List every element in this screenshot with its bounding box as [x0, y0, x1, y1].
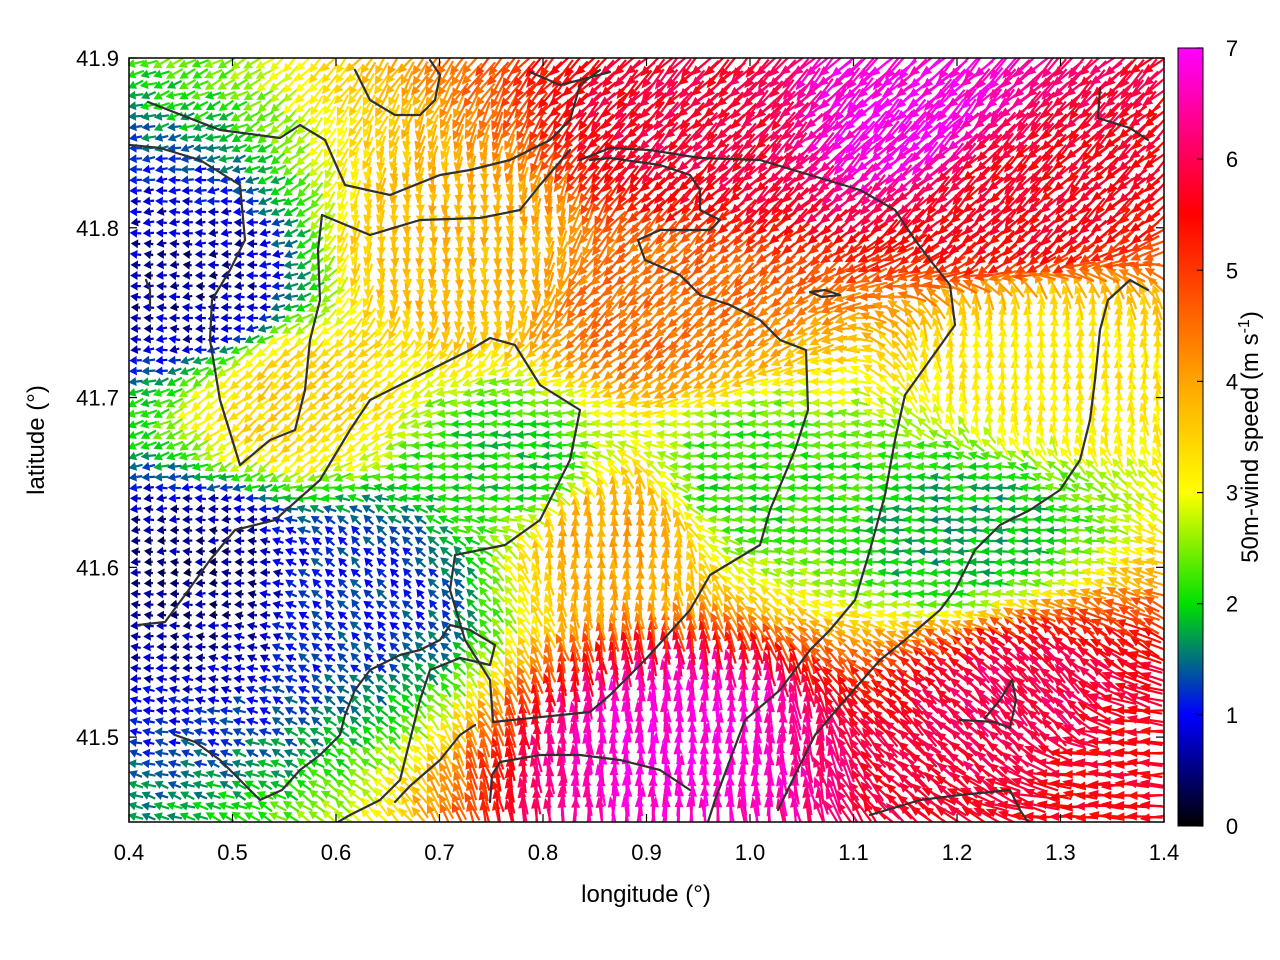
wind-arrow-shaft: [149, 806, 156, 807]
wind-arrow-shaft: [267, 659, 270, 661]
wind-arrow-shaft: [150, 753, 155, 754]
wind-arrow-shaft: [228, 690, 231, 691]
wind-arrow-shaft: [215, 679, 218, 680]
wind-arrow-shaft: [280, 637, 283, 639]
wind-arrow-shaft: [241, 668, 245, 669]
wind-arrow-shaft: [240, 722, 245, 723]
wind-arrow-shaft: [241, 690, 245, 691]
wind-arrow-shaft: [162, 722, 167, 723]
wind-arrow-shaft: [267, 648, 270, 649]
wind-arrow-shaft: [215, 658, 218, 659]
wind-arrow-shaft: [202, 701, 205, 702]
wind-arrow-shaft: [1150, 752, 1175, 753]
wind-arrow-shaft: [201, 690, 206, 691]
wind-arrow-shaft: [138, 647, 141, 648]
wind-arrow-shaft: [176, 743, 181, 744]
wind-arrow-shaft: [266, 690, 272, 691]
wind-arrow-shaft: [267, 605, 271, 606]
wind-arrow-shaft: [266, 732, 271, 734]
wind-arrow-shaft: [241, 626, 244, 627]
wind-arrow-shaft: [201, 711, 206, 713]
wind-arrow-shaft: [254, 605, 256, 606]
wind-arrow-shaft: [163, 690, 168, 691]
wind-arrow-shaft: [601, 640, 602, 663]
wind-arrow-shaft: [215, 732, 220, 734]
wind-arrow-shaft: [614, 670, 615, 699]
wind-arrow-shaft: [280, 605, 284, 606]
wind-arrow-shaft: [176, 732, 181, 733]
wind-arrow-shaft: [176, 690, 180, 691]
wind-arrow-shaft: [549, 692, 550, 718]
wind-arrow-shaft: [536, 703, 537, 728]
wind-arrow-shaft: [254, 626, 257, 627]
wind-arrow-shaft: [150, 743, 154, 744]
wind-arrow-shaft: [175, 817, 182, 819]
wind-arrow-shaft: [666, 600, 667, 618]
wind-arrow-shaft: [162, 774, 168, 775]
wind-arrow-shaft: [215, 669, 219, 670]
wind-arrow-shaft: [267, 626, 271, 627]
wind-arrow-shaft: [189, 679, 193, 680]
wind-arrow-shaft: [254, 668, 258, 669]
wind-arrow-shaft: [241, 679, 245, 680]
wind-arrow-shaft: [743, 650, 745, 676]
wind-arrow-shaft: [240, 711, 246, 713]
wind-arrow-shaft: [188, 722, 193, 723]
wind-arrow-shaft: [292, 658, 296, 660]
wind-arrow-shaft: [227, 721, 233, 722]
wind-arrow-shaft: [163, 679, 167, 680]
wind-arrow-shaft: [253, 700, 257, 701]
wind-arrow-shaft: [228, 679, 231, 680]
wind-arrow-shaft: [189, 637, 193, 638]
wind-arrow-shaft: [137, 700, 141, 701]
wind-arrow-shaft: [162, 753, 168, 754]
wind-arrow-shaft: [136, 764, 143, 765]
wind-arrow-shaft: [254, 637, 256, 638]
wind-arrow-shaft: [241, 647, 245, 648]
wind-arrow-shaft: [279, 626, 284, 628]
wind-arrow-shaft: [137, 743, 143, 744]
wind-arrow-shaft: [254, 647, 257, 648]
wind-arrow-shaft: [175, 700, 180, 702]
wind-arrow-shaft: [575, 671, 576, 696]
wind-arrow-shaft: [201, 764, 207, 765]
wind-arrow-shaft: [228, 668, 232, 669]
wind-arrow-shaft: [150, 732, 155, 733]
wind-arrow-shaft: [149, 774, 156, 775]
wind-arrow-shaft: [187, 806, 195, 807]
wind-arrow-shaft: [588, 621, 589, 640]
wind-arrow-shaft: [227, 764, 233, 766]
wind-arrow-shaft: [241, 637, 245, 638]
wind-arrow-shaft: [137, 721, 142, 722]
wind-arrow-shaft: [214, 711, 220, 712]
wind-arrow-shaft: [149, 764, 155, 765]
wind-arrow-shaft: [254, 680, 257, 682]
wind-arrow-shaft: [241, 658, 244, 659]
wind-arrow-shaft: [201, 732, 206, 734]
wind-arrow-shaft: [137, 732, 142, 733]
wind-arrow-shaft: [163, 700, 167, 701]
wind-arrow-shaft: [149, 785, 157, 787]
wind-arrow-shaft: [1150, 710, 1175, 711]
wind-arrow-shaft: [176, 711, 180, 712]
wind-arrow-shaft: [254, 658, 257, 659]
wind-arrow-shaft: [267, 637, 271, 638]
wind-arrow-shaft: [150, 690, 155, 691]
wind-arrow-shaft: [266, 679, 271, 680]
wind-arrow-shaft: [136, 796, 143, 798]
wind-arrow-shaft: [228, 626, 232, 627]
wind-arrow-shaft: [150, 700, 155, 701]
wind-arrow-shaft: [227, 711, 232, 712]
wind-arrow-shaft: [215, 700, 219, 701]
wind-arrow-shaft: [150, 722, 155, 723]
